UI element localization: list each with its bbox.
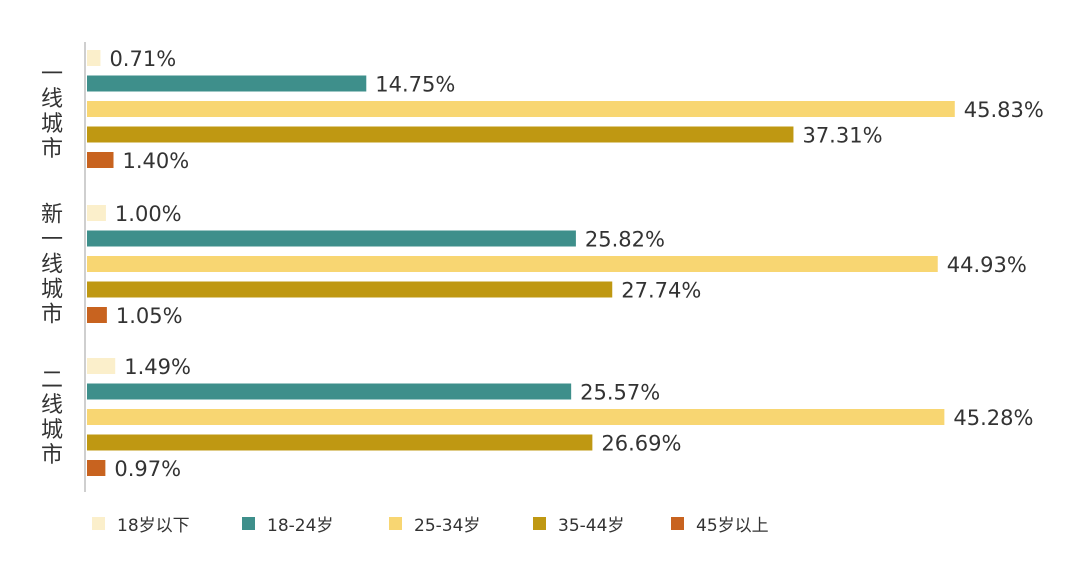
legend-label: 18岁以下 [117,515,190,536]
bar-value-label: 26.69% [601,432,681,456]
bar [87,409,945,425]
bar-value-label: 45.83% [964,98,1044,122]
category-label-char: 线 [41,393,63,418]
category-label-char: 一 [41,62,63,87]
legend-label: 25-34岁 [414,515,481,536]
bar-value-label: 45.28% [953,406,1033,430]
category-label-char: 一 [41,228,63,253]
legend-item-35-44: 35-44岁 [533,511,671,536]
bar [87,434,593,451]
category-label-char: 城 [41,278,63,303]
bar-value-label: 1.00% [115,202,182,226]
bar [87,101,955,117]
legend-swatch [533,516,546,530]
legend-swatch [389,516,402,530]
category-label-char: 市 [41,303,63,328]
legend-item-18-24: 18-24岁 [242,511,389,536]
bar-value-label: 0.97% [114,457,181,481]
bar [87,230,576,247]
legend-item-under18: 18岁以下 [92,511,242,536]
bar-value-label: 14.75% [375,73,455,97]
bar [87,152,114,168]
bars [87,50,955,476]
category-label-char: 城 [41,418,63,443]
bar-value-label: 1.05% [116,304,183,328]
bar [87,460,106,476]
category-label-char: 线 [41,253,63,278]
category-label-char: 市 [41,443,63,468]
bar-labels: 0.71% 14.75% 45.83% 37.31% 1.40% 1.00% 25.82% 4… [109,47,1043,481]
legend-swatch [671,516,684,530]
legend: 18岁以下 18-24岁 25-34岁 35-44岁 45岁以上 [92,508,801,538]
bar-value-label: 1.40% [123,149,190,173]
legend-label: 45岁以上 [696,515,769,536]
bar-value-label: 25.82% [585,228,665,252]
bar [87,75,367,92]
bar [87,307,107,323]
bar [87,50,101,66]
bar-value-label: 37.31% [802,124,882,148]
legend-label: 18-24岁 [267,515,334,536]
bar [87,256,938,272]
legend-item-25-34: 25-34岁 [389,511,533,536]
legend-label: 35-44岁 [558,515,625,536]
bar [87,281,613,298]
bar-value-label: 0.71% [109,47,176,71]
bar [87,126,794,143]
category-label-char: 线 [41,87,63,112]
category-label-char: 新 [41,203,63,228]
bar-value-label: 25.57% [580,381,660,405]
bar-value-label: 44.93% [947,253,1027,277]
legend-swatch [92,516,105,530]
bar [87,358,116,374]
category-label-char: 二 [41,368,63,393]
category-label-char: 城 [41,112,63,137]
bar-value-label: 27.74% [621,279,701,303]
category-label-char: 市 [41,137,63,162]
bar-value-label: 1.49% [124,355,191,379]
legend-item-45plus: 45岁以上 [671,511,801,536]
bar [87,205,106,221]
bar [87,383,572,400]
legend-swatch [242,516,255,530]
